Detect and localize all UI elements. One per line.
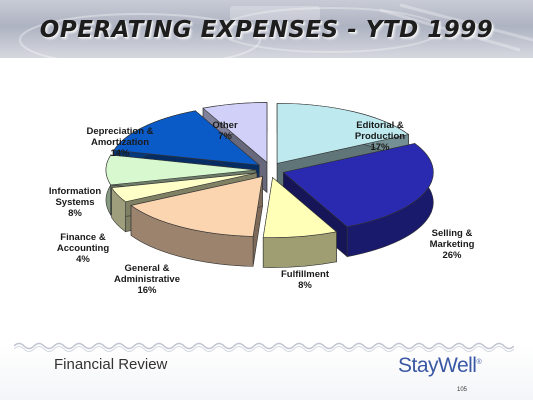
slice-name-label: Selling & [432, 228, 473, 239]
company-logo: StayWell® [398, 354, 482, 378]
slice-label: Information Systems 8% [49, 186, 101, 219]
pie-slice [130, 176, 263, 267]
slice-name-label: Administrative [114, 274, 180, 285]
pie-slice-top [111, 172, 258, 203]
section-name: Financial Review [54, 356, 168, 373]
slice-percent-label: 8% [298, 280, 312, 291]
pie-slice-top [113, 110, 261, 166]
pie-slice-top [130, 176, 263, 237]
pie-chart: Editorial & Production 17% Selling & Marketi… [49, 102, 475, 296]
slice-name-label: Fulfillment [281, 269, 330, 280]
slice-label: Depreciation & Amortization 14% [86, 126, 153, 159]
slice-label: Editorial & Production 17% [355, 120, 405, 153]
slice-label: Other 7% [212, 120, 238, 142]
slice-label: General & Administrative 16% [114, 263, 180, 296]
slice-percent-label: 4% [76, 254, 90, 265]
slice-name-label: Amortization [91, 137, 149, 148]
title-banner: OPERATING EXPENSES - YTD 1999 [0, 0, 533, 58]
slice-label: Selling & Marketing 26% [430, 228, 475, 261]
wave-divider [14, 342, 514, 352]
page-number: 105 [457, 387, 468, 393]
slice-name-label: Production [355, 131, 405, 142]
slice-name-label: Other [212, 120, 238, 131]
slice-percent-label: 8% [68, 208, 82, 219]
slice-percent-label: 26% [442, 250, 462, 261]
slide-title: OPERATING EXPENSES - YTD 1999 [39, 17, 494, 43]
registered-mark: ® [476, 359, 482, 366]
pie-slice-top [262, 176, 338, 238]
slice-name-label: Editorial & [356, 120, 404, 131]
slice-percent-label: 7% [218, 131, 232, 142]
slice-name-label: Finance & [60, 232, 106, 243]
pie-labels: Editorial & Production 17% Selling & Marketi… [49, 120, 475, 296]
slice-name-label: Depreciation & [86, 126, 153, 137]
footer-band [0, 345, 533, 400]
pie-slice-top [202, 102, 268, 164]
banner-background-art [19, 3, 533, 58]
slice-name-label: Systems [55, 197, 94, 208]
pie-slice [262, 176, 338, 268]
slice-name-label: Information [49, 186, 101, 197]
logo-text: StayWell [398, 354, 477, 377]
slice-percent-label: 17% [370, 142, 390, 153]
slice-percent-label: 16% [137, 285, 157, 296]
slice-name-label: Accounting [57, 243, 109, 254]
slice-label: Fulfillment 8% [281, 269, 330, 291]
slice-percent-label: 14% [110, 148, 130, 159]
pie-slice-top [276, 103, 410, 164]
pie-slice-top [282, 143, 434, 227]
slice-name-label: Marketing [430, 239, 475, 250]
pie-slice-top [105, 154, 257, 186]
pie-slices [105, 102, 434, 268]
slice-name-label: General & [125, 263, 170, 274]
slice-label: Finance & Accounting 4% [57, 232, 109, 265]
